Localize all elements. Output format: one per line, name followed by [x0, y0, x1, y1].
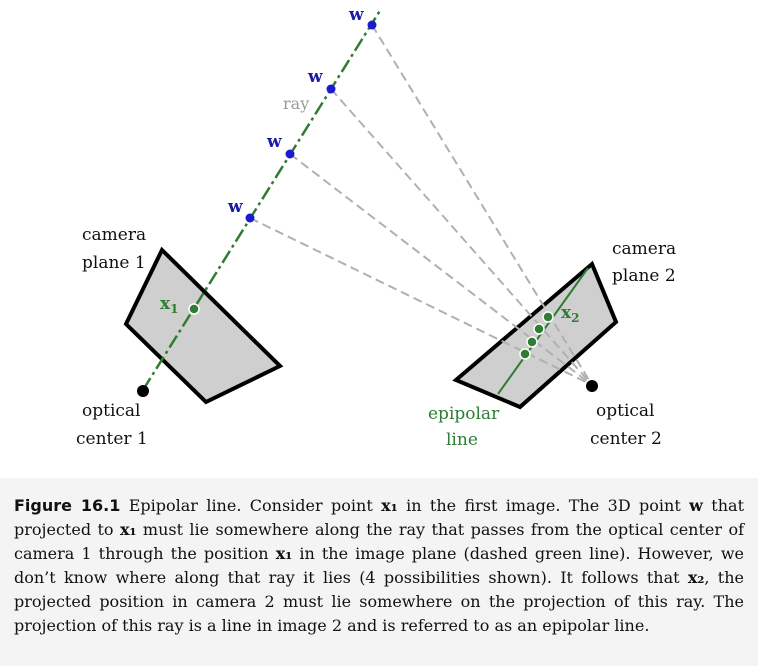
projection-line-1: [249, 217, 593, 386]
label-optical-center-1: optical center 1: [76, 401, 148, 449]
optical-center-1: [137, 385, 149, 397]
label-x2: x2: [561, 303, 580, 325]
label-optical-center-2: optical center 2: [590, 401, 662, 449]
label-w-2: w: [266, 132, 282, 152]
world-points: [245, 20, 377, 223]
point-w-2: [285, 149, 295, 159]
caption-text-0: Epipolar line. Consider point: [120, 496, 382, 515]
projection-line-4: [371, 24, 593, 386]
point-w-4: [367, 20, 377, 30]
figure-label: Figure 16.1: [14, 496, 121, 515]
label-x1: x1: [160, 294, 179, 316]
projection-line-2: [289, 153, 593, 386]
label-camera-plane-2: camera plane 2: [612, 239, 682, 286]
caption-math-x1-a: x₁: [381, 496, 398, 515]
caption-background: [0, 478, 758, 666]
caption-math-x1-b: x₁: [119, 520, 137, 539]
label-epipolar-line: epipolar line: [428, 404, 505, 450]
point-x2-4: [542, 311, 554, 323]
camera-plane-2: [452, 260, 619, 410]
caption-text-4: that projected to: [14, 496, 745, 539]
x2-candidates: [519, 311, 554, 360]
label-ray: ray: [283, 94, 309, 113]
optical-center-2: [586, 380, 598, 392]
point-x2-1: [519, 348, 531, 360]
caption-math-x2: x₂: [687, 568, 705, 587]
label-w-1: w: [227, 197, 243, 217]
label-camera-plane-1: camera plane 1: [82, 225, 152, 273]
caption-math-x1-c: x₁: [275, 544, 293, 563]
caption-math-w: w: [689, 496, 703, 515]
projection-line-3: [330, 88, 593, 386]
figure-caption: Figure 16.1 Epipolar line. Consider poin…: [14, 494, 744, 638]
projection-lines: [249, 24, 593, 386]
point-w-3: [326, 84, 336, 94]
caption-text-6: must lie somewhere along the ray that pa…: [14, 520, 744, 563]
label-w-3: w: [307, 67, 323, 87]
caption-text-8: in the image plane (dashed green line). …: [14, 544, 744, 587]
point-x1: [188, 303, 200, 315]
camera-plane-1: [123, 246, 284, 405]
point-x2-3: [533, 323, 545, 335]
point-w-1: [245, 213, 255, 223]
point-x2-2: [526, 336, 538, 348]
ray-line: [141, 8, 383, 391]
label-w-4: w: [348, 5, 364, 25]
caption-text-2: in the first image. The 3D point: [397, 496, 690, 515]
caption-text-10: , the projected position in camera 2 mus…: [14, 568, 745, 635]
